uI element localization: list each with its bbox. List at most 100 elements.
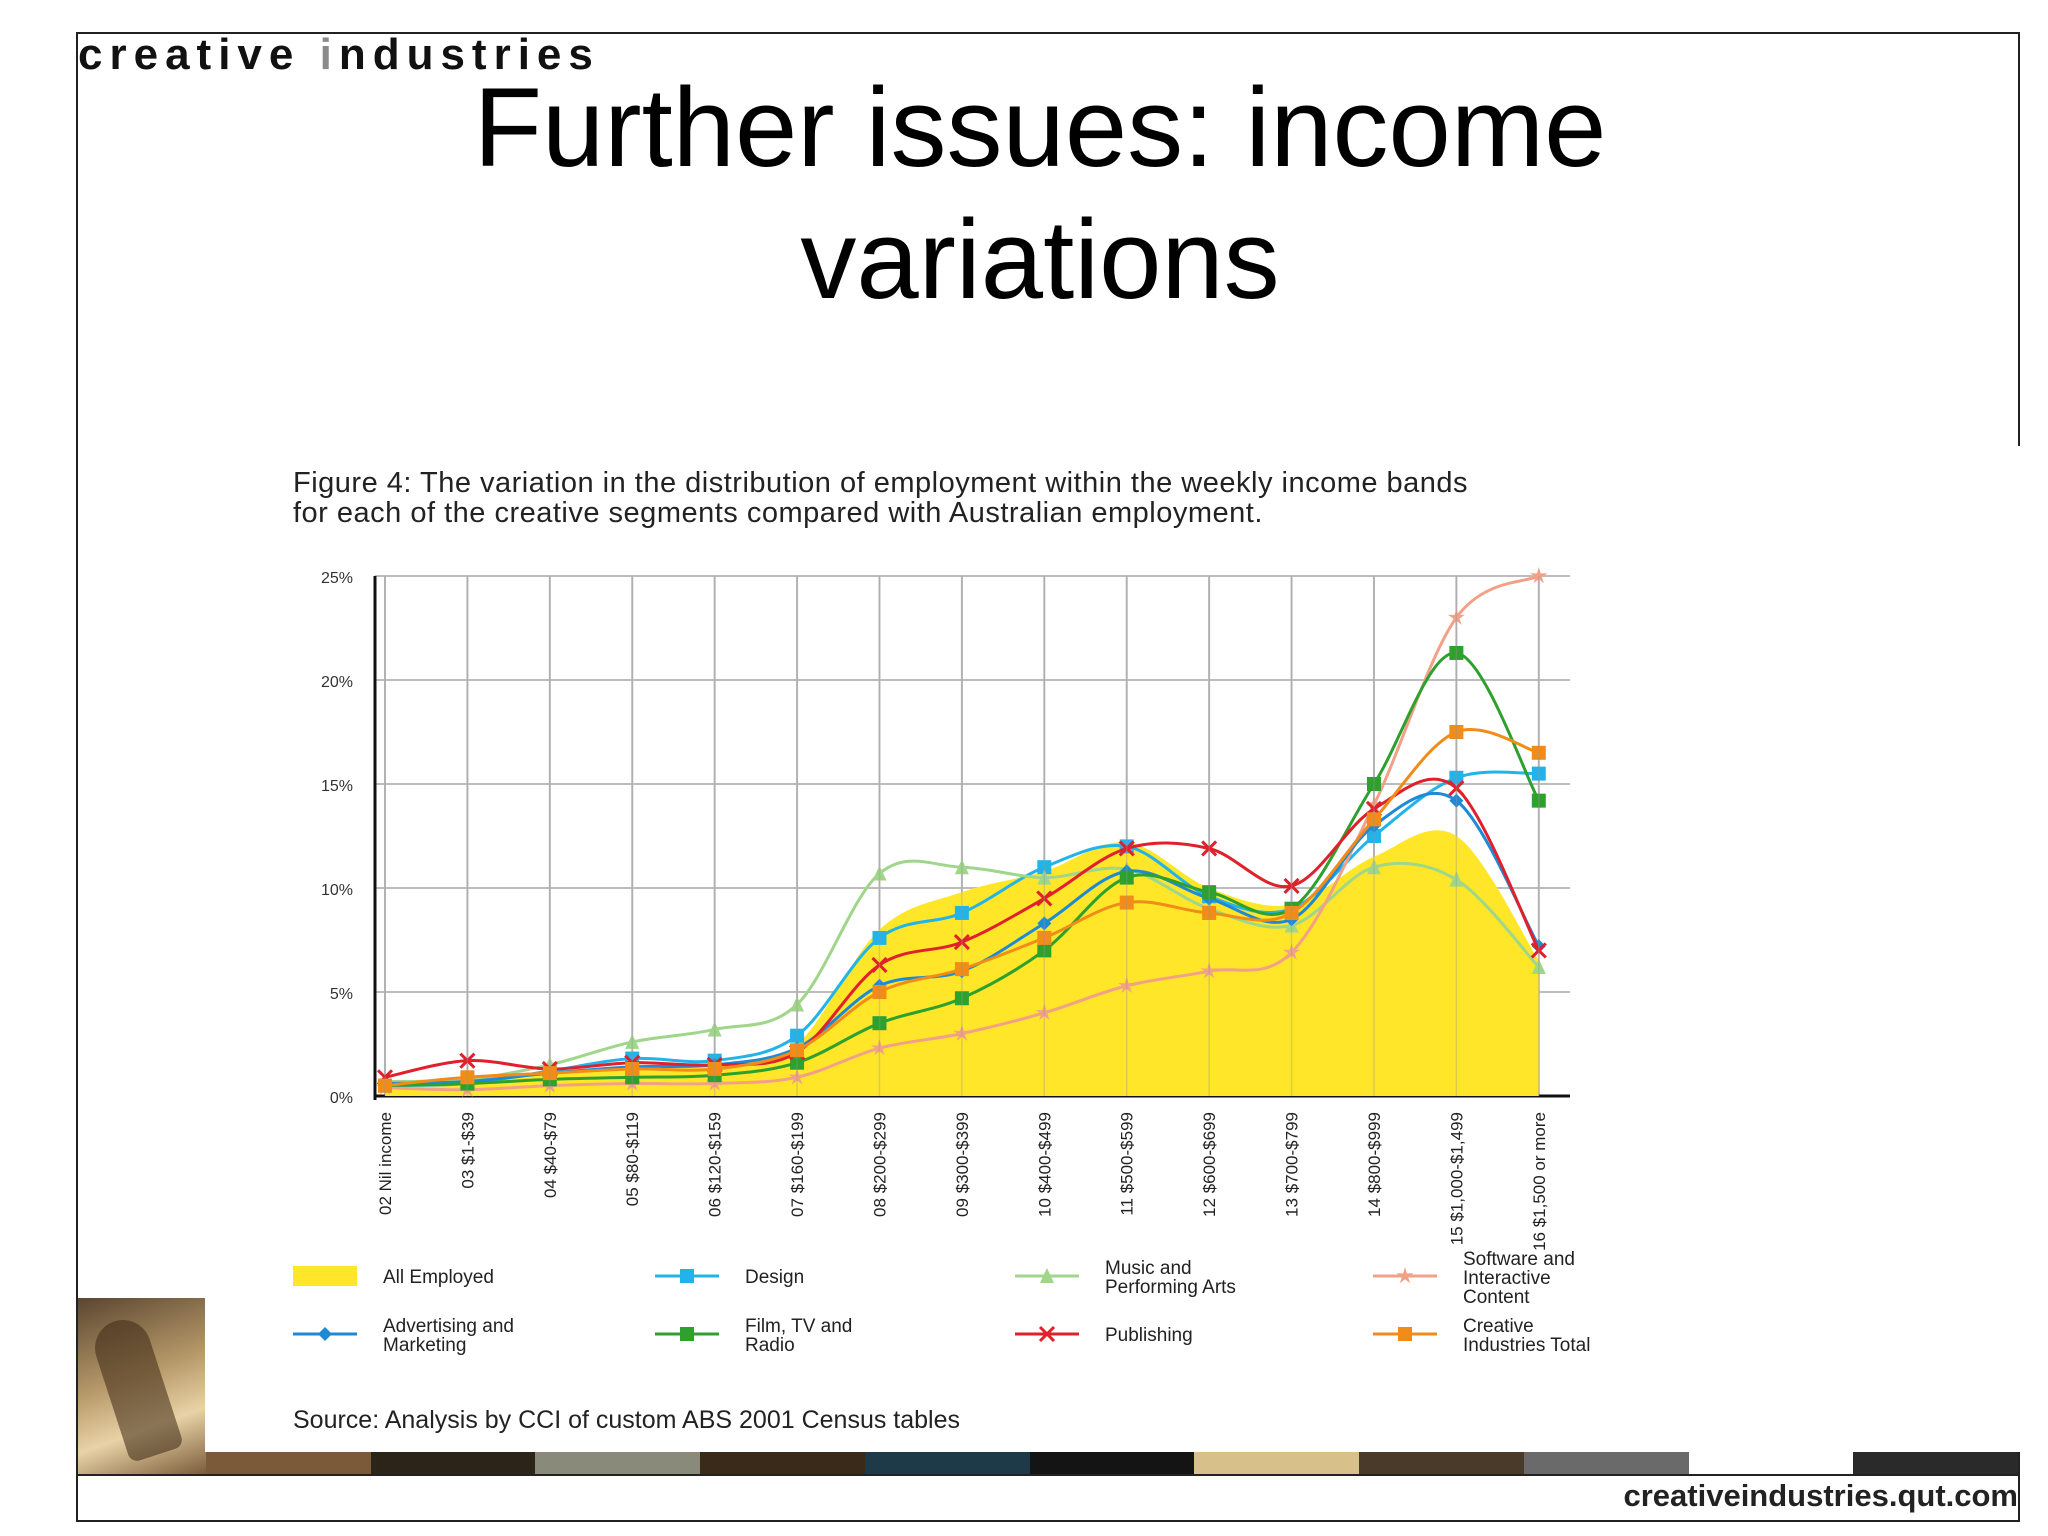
data-point-music-and-performing-arts — [954, 859, 969, 875]
x-tick-label: 04 $40-$79 — [541, 1112, 560, 1198]
x-tick-label: 16 $1,500 or more — [1530, 1112, 1549, 1251]
legend-label-publishing: Publishing — [1105, 1325, 1193, 1346]
data-point-creative-industries-total — [872, 985, 887, 999]
data-point-design — [954, 905, 969, 920]
data-point-creative-industries-total — [954, 962, 969, 977]
legend-swatch-all-employed — [293, 1266, 357, 1286]
data-point-software-and-interactive-content — [953, 1024, 971, 1041]
data-point-software-and-interactive-content — [788, 1068, 806, 1085]
y-tick-label: 10% — [321, 882, 353, 899]
data-point-music-and-performing-arts — [1531, 959, 1546, 975]
data-point-music-and-performing-arts — [1366, 859, 1381, 875]
dancer-figure — [87, 1312, 185, 1464]
data-point-film-tv-and-radio — [1119, 870, 1134, 885]
legend-marker-creative-industries-total — [1398, 1327, 1412, 1341]
data-point-design — [1449, 770, 1464, 785]
legend-marker-publishing — [1038, 1325, 1056, 1343]
x-tick-label: 15 $1,000-$1,499 — [1447, 1112, 1466, 1245]
slide-title-line1: Further issues: income — [473, 65, 1607, 190]
data-point-design — [1037, 860, 1052, 875]
data-point-creative-industries-total — [1037, 930, 1052, 945]
y-tick-label: 25% — [321, 570, 353, 587]
legend-marker-music-and-performing-arts — [1040, 1268, 1054, 1283]
legend-marker-design — [680, 1269, 694, 1283]
data-point-creative-industries-total — [1202, 905, 1217, 920]
data-point-design — [790, 1028, 805, 1043]
data-point-publishing — [1036, 890, 1053, 907]
income-line-chart: 0% 5% 10% 15% 20% 25% 02 Nil income 03 $1-$39 04… — [293, 567, 1590, 1356]
figure-panel: Figure 4: The variation in the distribut… — [205, 446, 2020, 1452]
data-point-design — [1531, 766, 1546, 781]
data-point-publishing — [1448, 780, 1465, 797]
data-point-design — [872, 930, 887, 945]
y-tick-label: 0% — [330, 1090, 353, 1107]
legend-marker-software-and-interactive-content — [1396, 1267, 1414, 1284]
data-point-creative-industries-total — [790, 1043, 805, 1058]
legend-marker-advertising-and-marketing — [318, 1327, 332, 1341]
data-point-creative-industries-total — [1284, 905, 1299, 920]
data-point-software-and-interactive-content — [1283, 943, 1301, 960]
data-point-film-tv-and-radio — [1531, 793, 1546, 808]
data-point-creative-industries-total — [1366, 812, 1381, 827]
data-point-music-and-performing-arts — [1037, 869, 1052, 885]
series-line-film-tv-and-radio — [384, 651, 1541, 1088]
data-point-publishing — [1283, 877, 1300, 894]
y-tick-label: 20% — [321, 674, 353, 691]
legend-label-film-tv-and-radio: Film, TV and Radio — [745, 1316, 852, 1356]
data-point-music-and-performing-arts — [707, 1021, 722, 1037]
data-point-music-and-performing-arts — [790, 996, 805, 1012]
data-point-software-and-interactive-content — [706, 1074, 724, 1091]
footer-url: creativeindustries.qut.com — [1623, 1478, 2018, 1513]
data-point-software-and-interactive-content — [1365, 795, 1383, 813]
y-tick-label: 15% — [321, 778, 353, 795]
data-point-software-and-interactive-content — [1200, 962, 1218, 979]
data-point-creative-industries-total — [625, 1061, 640, 1076]
data-point-publishing — [1201, 840, 1218, 857]
data-point-design — [1366, 829, 1381, 843]
x-tick-label: 02 Nil income — [376, 1112, 395, 1215]
data-point-film-tv-and-radio — [954, 991, 969, 1006]
x-tick-label: 14 $800-$999 — [1365, 1112, 1384, 1217]
data-point-film-tv-and-radio — [1449, 645, 1464, 660]
data-point-film-tv-and-radio — [1202, 885, 1217, 900]
slide-title-line2: variations — [800, 197, 1280, 322]
data-point-creative-industries-total — [378, 1078, 392, 1093]
x-tick-label: 12 $600-$699 — [1200, 1112, 1219, 1217]
data-point-music-and-performing-arts — [872, 865, 887, 881]
slide-title: Further issues: income variations — [150, 62, 1930, 326]
x-tick-label: 08 $200-$299 — [870, 1112, 889, 1217]
legend-label-music-and-performing-arts: Music and Performing Arts — [1105, 1258, 1236, 1298]
data-point-creative-industries-total — [1119, 895, 1134, 910]
y-tick-label: 5% — [330, 986, 353, 1003]
legend-marker-film-tv-and-radio — [680, 1327, 694, 1341]
x-tick-label: 06 $120-$159 — [706, 1112, 725, 1217]
data-point-software-and-interactive-content — [870, 1039, 888, 1056]
x-tick-label: 13 $700-$799 — [1283, 1112, 1302, 1217]
legend-label-all-employed: All Employed — [383, 1267, 494, 1288]
data-point-advertising-and-marketing — [1449, 793, 1464, 808]
x-tick-label: 07 $160-$199 — [788, 1112, 807, 1217]
x-tick-label: 05 $80-$119 — [623, 1112, 642, 1206]
brand-wordmark: creative industries — [78, 30, 600, 79]
figure-caption: Figure 4: The variation in the distribut… — [293, 467, 1469, 529]
data-point-film-tv-and-radio — [1037, 943, 1052, 958]
data-point-software-and-interactive-content — [1447, 608, 1465, 625]
data-point-creative-industries-total — [460, 1070, 475, 1085]
data-point-creative-industries-total — [707, 1061, 722, 1076]
data-point-publishing — [459, 1052, 476, 1069]
data-point-creative-industries-total — [542, 1066, 557, 1081]
x-tick-label: 10 $400-$499 — [1035, 1112, 1054, 1217]
figure-source: Source: Analysis by CCI of custom ABS 20… — [293, 1406, 961, 1434]
legend-label-creative-industries-total: Creative Industries Total — [1463, 1316, 1590, 1356]
data-point-film-tv-and-radio — [790, 1055, 805, 1070]
data-point-creative-industries-total — [1531, 745, 1546, 760]
data-point-creative-industries-total — [1449, 725, 1464, 739]
legend-label-design: Design — [745, 1267, 804, 1288]
data-point-film-tv-and-radio — [872, 1016, 887, 1031]
legend-label-software-and-interactive-content: Software and Interactive Content — [1463, 1249, 1575, 1308]
data-point-publishing — [1118, 840, 1135, 857]
data-point-film-tv-and-radio — [1366, 777, 1381, 791]
x-tick-label: 11 $500-$599 — [1118, 1112, 1137, 1216]
legend-label-advertising-and-marketing: Advertising and Marketing — [383, 1316, 514, 1356]
data-point-advertising-and-marketing — [1037, 916, 1052, 931]
